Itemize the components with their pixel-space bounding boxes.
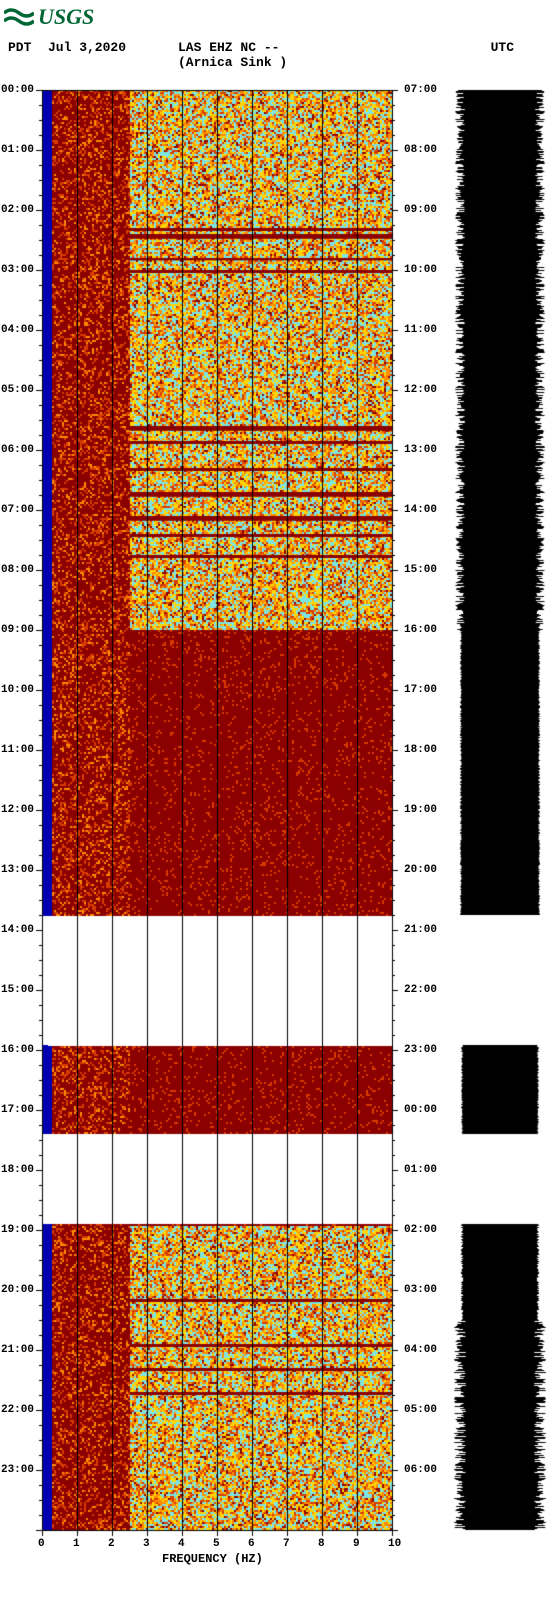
usgs-logo: USGS [0,0,552,34]
x-axis-label: FREQUENCY (HZ) [162,1552,263,1566]
left-time-0: 00:00 [1,84,34,96]
left-time-1: 01:00 [1,144,34,156]
left-time-20: 20:00 [1,1284,34,1296]
logo-text: USGS [38,4,94,30]
usgs-wave-icon [4,6,34,28]
left-time-21: 21:00 [1,1344,34,1356]
plot-header: PDT Jul 3,2020 LAS EHZ NC -- (Arnica Sin… [0,40,552,70]
freq-tick-7: 7 [283,1538,290,1550]
left-time-3: 03:00 [1,264,34,276]
right-time-16: 23:00 [404,1044,437,1056]
left-time-10: 10:00 [1,684,34,696]
left-time-9: 09:00 [1,624,34,636]
right-time-2: 09:00 [404,204,437,216]
right-time-14: 21:00 [404,924,437,936]
freq-tick-1: 1 [73,1538,80,1550]
freq-tick-4: 4 [178,1538,185,1550]
freq-tick-3: 3 [143,1538,150,1550]
left-time-16: 16:00 [1,1044,34,1056]
left-time-6: 06:00 [1,444,34,456]
timezone-left: PDT [8,40,48,70]
right-time-11: 18:00 [404,744,437,756]
station-info: LAS EHZ NC -- (Arnica Sink ) [168,40,454,70]
freq-tick-8: 8 [318,1538,325,1550]
left-time-2: 02:00 [1,204,34,216]
left-time-13: 13:00 [1,864,34,876]
right-time-23: 06:00 [404,1464,437,1476]
left-time-5: 05:00 [1,384,34,396]
left-time-4: 04:00 [1,324,34,336]
right-time-8: 15:00 [404,564,437,576]
left-time-15: 15:00 [1,984,34,996]
right-time-9: 16:00 [404,624,437,636]
station-line1: LAS EHZ NC -- [178,40,454,55]
plot-date: Jul 3,2020 [48,40,168,70]
left-time-7: 07:00 [1,504,34,516]
right-time-21: 04:00 [404,1344,437,1356]
freq-tick-0: 0 [38,1538,45,1550]
left-time-11: 11:00 [1,744,34,756]
left-time-23: 23:00 [1,1464,34,1476]
right-time-4: 11:00 [404,324,437,336]
freq-tick-10: 10 [388,1538,401,1550]
freq-tick-9: 9 [353,1538,360,1550]
station-line2: (Arnica Sink ) [178,55,454,70]
right-time-17: 00:00 [404,1104,437,1116]
left-time-17: 17:00 [1,1104,34,1116]
plot-area: 00:00 01:00 02:00 03:00 04:00 05:00 06:00 07:00… [0,80,552,1580]
left-time-19: 19:00 [1,1224,34,1236]
left-time-8: 08:00 [1,564,34,576]
right-time-19: 02:00 [404,1224,437,1236]
left-time-18: 18:00 [1,1164,34,1176]
right-time-22: 05:00 [404,1404,437,1416]
right-time-13: 20:00 [404,864,437,876]
right-time-20: 03:00 [404,1284,437,1296]
right-time-6: 13:00 [404,444,437,456]
right-time-5: 12:00 [404,384,437,396]
freq-tick-5: 5 [213,1538,220,1550]
left-time-14: 14:00 [1,924,34,936]
freq-tick-6: 6 [248,1538,255,1550]
right-time-1: 08:00 [404,144,437,156]
spectrogram-canvas [0,80,552,1580]
timezone-right: UTC [454,40,544,70]
left-time-12: 12:00 [1,804,34,816]
right-time-0: 07:00 [404,84,437,96]
right-time-18: 01:00 [404,1164,437,1176]
right-time-10: 17:00 [404,684,437,696]
right-time-3: 10:00 [404,264,437,276]
right-time-15: 22:00 [404,984,437,996]
right-time-7: 14:00 [404,504,437,516]
freq-tick-2: 2 [108,1538,115,1550]
right-time-12: 19:00 [404,804,437,816]
left-time-22: 22:00 [1,1404,34,1416]
